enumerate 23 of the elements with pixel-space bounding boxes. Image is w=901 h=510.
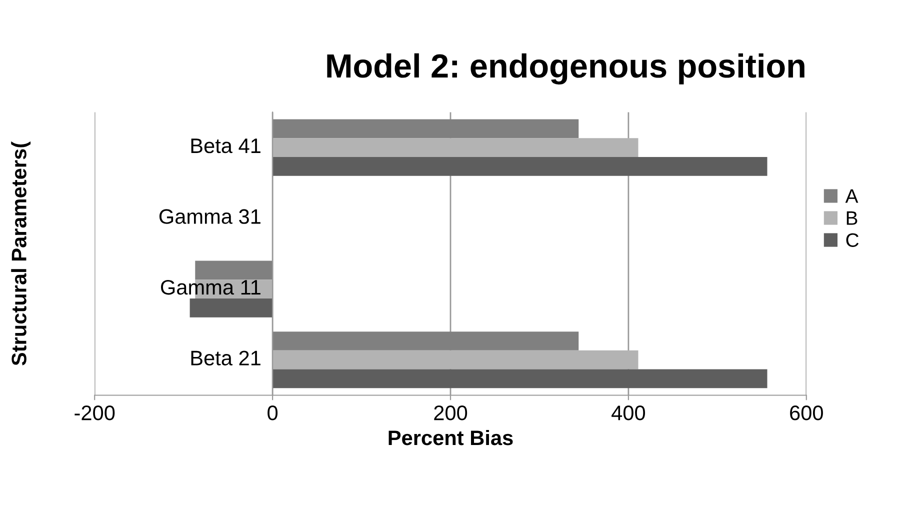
x-tick-label: -200 bbox=[74, 406, 115, 420]
x-tick-label: 0 bbox=[268, 406, 278, 420]
y-axis-title: Structural Parameters( bbox=[11, 141, 31, 366]
bar bbox=[272, 369, 768, 388]
y-tick-label: Gamma 31 bbox=[159, 209, 260, 224]
bar bbox=[272, 332, 579, 350]
bar bbox=[272, 138, 638, 158]
x-tick-label: 400 bbox=[612, 406, 646, 420]
y-tick-label: Beta 21 bbox=[191, 350, 260, 366]
bar bbox=[195, 260, 273, 280]
bar bbox=[190, 298, 273, 318]
legend-label: B bbox=[846, 211, 858, 225]
bar bbox=[272, 350, 638, 370]
x-axis-title: Percent Bias bbox=[388, 430, 513, 446]
y-tick-label: Gamma 11 bbox=[160, 280, 260, 295]
x-tick-label: 200 bbox=[434, 406, 468, 420]
legend-label: C bbox=[846, 233, 859, 247]
legend-label: A bbox=[845, 189, 858, 203]
bar bbox=[272, 157, 768, 176]
bar bbox=[272, 119, 579, 138]
chart-title: Model 2: endogenous position bbox=[327, 53, 804, 85]
y-tick-label: Beta 41 bbox=[191, 138, 260, 154]
x-tick-label: 600 bbox=[790, 406, 823, 420]
